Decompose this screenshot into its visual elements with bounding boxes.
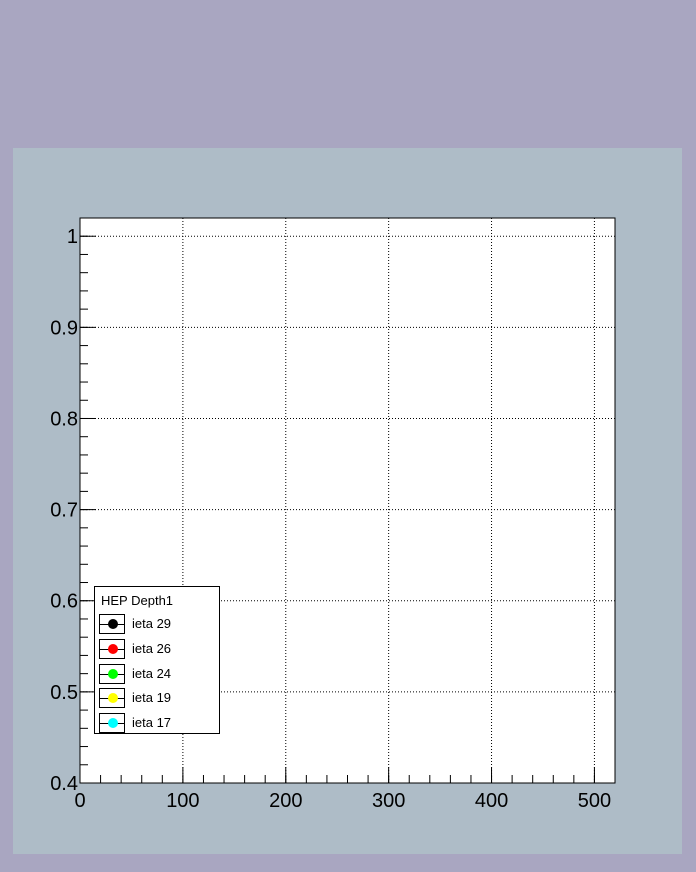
y-tick-label: 0.7 xyxy=(50,500,78,522)
x-tick-label: 300 xyxy=(372,790,405,812)
marker-dot xyxy=(108,644,118,654)
legend-marker xyxy=(99,688,125,708)
y-tick-label: 1 xyxy=(67,226,78,248)
y-tick-label: 0.5 xyxy=(50,682,78,704)
legend-marker xyxy=(99,639,125,659)
x-tick-label: 0 xyxy=(74,790,85,812)
grid-lines xyxy=(80,218,615,783)
legend-marker xyxy=(99,614,125,634)
marker-dot xyxy=(108,669,118,679)
legend-item-ieta-29: ieta 29 xyxy=(99,614,217,634)
legend-label: ieta 19 xyxy=(132,690,172,705)
x-tick-label: 200 xyxy=(269,790,302,812)
marker-dot xyxy=(108,619,118,629)
legend-item-ieta-26: ieta 26 xyxy=(99,639,217,659)
legend-item-ieta-19: ieta 19 xyxy=(99,688,217,708)
marker-dot xyxy=(108,718,118,728)
x-tick-label: 400 xyxy=(475,790,508,812)
legend-label: ieta 24 xyxy=(132,666,172,681)
y-tick-label: 0.8 xyxy=(50,408,78,430)
x-tick-label: 100 xyxy=(166,790,199,812)
x-tick-label: 500 xyxy=(578,790,611,812)
legend-label: ieta 26 xyxy=(132,641,172,656)
marker-dot xyxy=(108,693,118,703)
tick-labels: 0 100 200 300 400 500 0.4 0.5 0.6 0.7 0.8 0.9 1 xyxy=(50,226,611,812)
legend-item-ieta-17: ieta 17 xyxy=(99,713,217,733)
legend-marker xyxy=(99,713,125,733)
legend-label: ieta 17 xyxy=(132,715,172,730)
y-tick-label: 0.4 xyxy=(50,773,78,795)
legend-title: HEP Depth1 xyxy=(101,593,174,608)
y-tick-label: 0.6 xyxy=(50,591,78,613)
legend-item-ieta-24: ieta 24 xyxy=(99,664,217,684)
legend: HEP Depth1 ieta 29 ieta 26 ieta 24 ieta … xyxy=(94,586,220,734)
axis-ticks xyxy=(79,217,616,784)
y-tick-label: 0.9 xyxy=(50,317,78,339)
legend-marker xyxy=(99,664,125,684)
legend-label: ieta 29 xyxy=(132,616,172,631)
